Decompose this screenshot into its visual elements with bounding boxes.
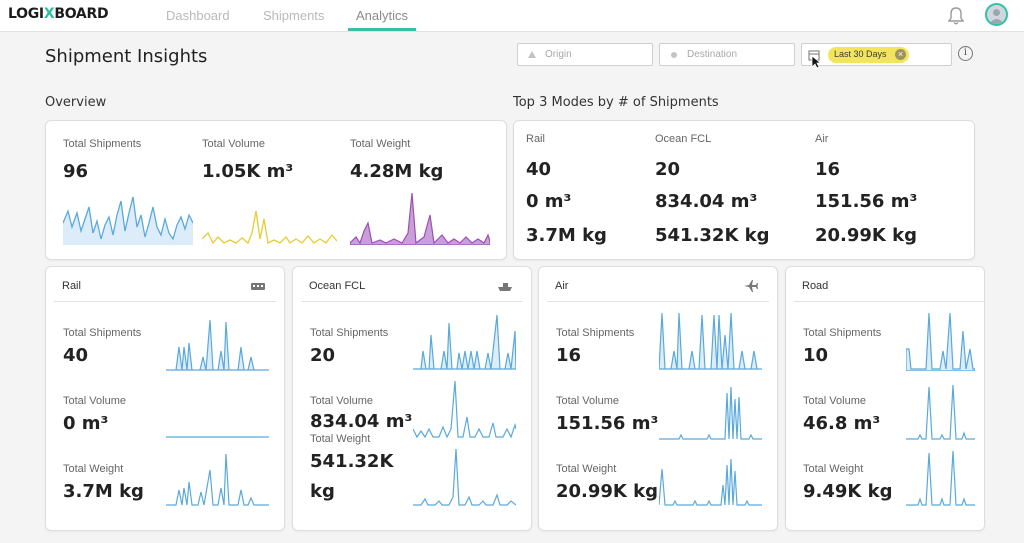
destination-placeholder: Destination bbox=[687, 49, 738, 60]
divider bbox=[547, 301, 769, 302]
road-weight-value: 9.49K kg bbox=[803, 481, 893, 502]
user-silhouette-icon bbox=[989, 9, 1004, 24]
rail-weight-sparkline bbox=[166, 453, 269, 506]
air-shipments-sparkline bbox=[659, 312, 762, 370]
train-icon bbox=[251, 283, 265, 290]
mode-air-volume: 151.56 m³ bbox=[815, 191, 918, 212]
triangle-icon bbox=[528, 51, 536, 58]
divider bbox=[301, 301, 523, 302]
road-shipments-value: 10 bbox=[803, 345, 829, 366]
date-chip-label: Last 30 Days bbox=[834, 49, 887, 59]
mode-air-label: Air bbox=[815, 133, 829, 145]
ocean-shipments-label: Total Shipments bbox=[310, 327, 389, 339]
top-modes-title: Top 3 Modes by # of Shipments bbox=[513, 95, 719, 110]
air-shipments-value: 16 bbox=[556, 345, 582, 366]
ocean-weight-value-line2: kg bbox=[310, 481, 335, 502]
mode-rail-weight: 3.7M kg bbox=[526, 225, 607, 246]
road-weight-label: Total Weight bbox=[803, 463, 864, 475]
divider bbox=[794, 301, 984, 302]
mode-ocean-weight: 541.32K kg bbox=[655, 225, 770, 246]
mouse-cursor-icon bbox=[811, 55, 821, 69]
weight-sparkline bbox=[350, 193, 490, 245]
ocean-volume-label: Total Volume bbox=[310, 395, 373, 407]
total-shipments-value: 96 bbox=[63, 161, 89, 182]
bell-icon[interactable] bbox=[947, 6, 965, 26]
total-weight-value: 4.28M kg bbox=[350, 161, 444, 182]
ocean-weight-sparkline bbox=[413, 448, 516, 506]
total-shipments-label: Total Shipments bbox=[63, 138, 142, 150]
road-shipments-label: Total Shipments bbox=[803, 327, 882, 339]
ocean-volume-value: 834.04 m³ bbox=[310, 411, 413, 432]
logixboard-logo[interactable]: LOGIXBOARD bbox=[8, 6, 109, 22]
rail-card[interactable]: Rail Total Shipments 40 Total Volume 0 m… bbox=[45, 266, 285, 531]
close-icon[interactable]: × bbox=[895, 49, 906, 60]
road-volume-label: Total Volume bbox=[803, 395, 866, 407]
air-shipments-label: Total Shipments bbox=[556, 327, 635, 339]
mode-air-shipments: 16 bbox=[815, 159, 841, 180]
rail-volume-label: Total Volume bbox=[63, 395, 126, 407]
tab-dashboard[interactable]: Dashboard bbox=[166, 8, 230, 23]
air-volume-label: Total Volume bbox=[556, 395, 619, 407]
road-volume-sparkline bbox=[906, 384, 975, 440]
ocean-weight-value-line1: 541.32K bbox=[310, 451, 394, 472]
road-card-title: Road bbox=[802, 280, 829, 292]
air-weight-label: Total Weight bbox=[556, 463, 617, 475]
top-modes-card: Rail 40 0 m³ 3.7M kg Ocean FCL 20 834.04… bbox=[513, 120, 975, 260]
road-weight-sparkline bbox=[906, 450, 975, 506]
shipments-sparkline bbox=[63, 196, 193, 245]
tab-shipments[interactable]: Shipments bbox=[263, 8, 325, 23]
air-volume-value: 151.56 m³ bbox=[556, 413, 659, 434]
rail-card-title: Rail bbox=[62, 280, 81, 292]
divider bbox=[54, 301, 276, 302]
overview-title: Overview bbox=[45, 95, 107, 110]
rail-weight-label: Total Weight bbox=[63, 463, 124, 475]
top-nav-bar: LOGIXBOARD Dashboard Shipments Analytics bbox=[0, 0, 1024, 32]
air-card[interactable]: Air Total Shipments 16 Total Volume 151.… bbox=[538, 266, 778, 531]
air-weight-sparkline bbox=[659, 458, 762, 506]
air-volume-sparkline bbox=[659, 386, 762, 440]
total-volume-label: Total Volume bbox=[202, 138, 265, 150]
ocean-card-title: Ocean FCL bbox=[309, 280, 366, 292]
mode-rail-label: Rail bbox=[526, 133, 545, 145]
mode-rail-shipments: 40 bbox=[526, 159, 552, 180]
airplane-icon bbox=[744, 280, 758, 292]
mode-air-weight: 20.99K kg bbox=[815, 225, 918, 246]
page-title: Shipment Insights bbox=[45, 46, 208, 67]
air-card-title: Air bbox=[555, 280, 569, 292]
ocean-shipments-sparkline bbox=[413, 314, 516, 370]
volume-sparkline bbox=[202, 210, 337, 245]
date-range-filter[interactable]: Last 30 Days × bbox=[801, 43, 952, 66]
mode-ocean-label: Ocean FCL bbox=[655, 133, 712, 145]
mode-ocean-shipments: 20 bbox=[655, 159, 681, 180]
ocean-volume-sparkline bbox=[413, 380, 516, 439]
tab-analytics[interactable]: Analytics bbox=[356, 8, 409, 23]
ocean-fcl-card[interactable]: Ocean FCL Total Shipments 20 Total Volum… bbox=[292, 266, 532, 531]
rail-weight-value: 3.7M kg bbox=[63, 481, 144, 502]
origin-placeholder: Origin bbox=[545, 49, 572, 60]
total-weight-label: Total Weight bbox=[350, 138, 411, 150]
dot-icon bbox=[671, 52, 677, 58]
rail-shipments-sparkline bbox=[166, 319, 269, 371]
date-chip[interactable]: Last 30 Days × bbox=[828, 47, 909, 63]
ocean-shipments-value: 20 bbox=[310, 345, 336, 366]
mode-ocean-volume: 834.04 m³ bbox=[655, 191, 758, 212]
mode-rail-volume: 0 m³ bbox=[526, 191, 572, 212]
road-card[interactable]: Road Total Shipments 10 Total Volume 46.… bbox=[785, 266, 985, 531]
rail-volume-value: 0 m³ bbox=[63, 413, 109, 434]
road-shipments-sparkline bbox=[906, 312, 975, 371]
ocean-weight-label: Total Weight bbox=[310, 433, 371, 445]
rail-volume-sparkline bbox=[166, 436, 269, 438]
user-avatar[interactable] bbox=[985, 3, 1008, 26]
info-icon[interactable]: i bbox=[958, 46, 973, 61]
total-volume-value: 1.05K m³ bbox=[202, 161, 294, 182]
active-tab-indicator bbox=[348, 28, 416, 31]
rail-shipments-value: 40 bbox=[63, 345, 89, 366]
destination-filter[interactable]: Destination bbox=[659, 43, 795, 66]
road-volume-value: 46.8 m³ bbox=[803, 413, 881, 434]
air-weight-value: 20.99K kg bbox=[556, 481, 659, 502]
overview-card: Total Shipments 96 Total Volume 1.05K m³… bbox=[45, 120, 507, 260]
rail-shipments-label: Total Shipments bbox=[63, 327, 142, 339]
origin-filter[interactable]: Origin bbox=[517, 43, 653, 66]
ship-icon bbox=[498, 283, 512, 291]
